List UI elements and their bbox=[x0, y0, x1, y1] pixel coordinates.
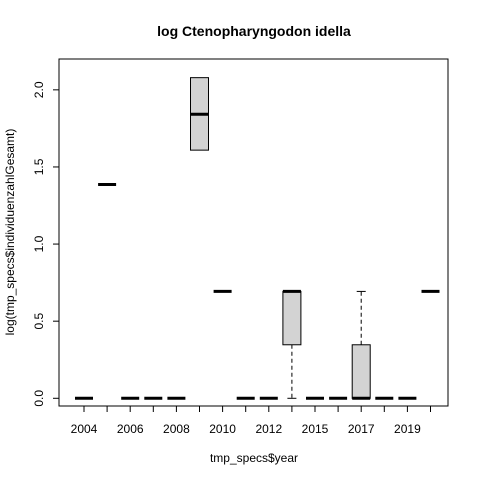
x-tick-label: 2004 bbox=[71, 422, 98, 436]
box-2013 bbox=[282, 289, 302, 399]
box-rect bbox=[282, 290, 302, 346]
x-axis-label: tmp_specs$year bbox=[210, 451, 298, 465]
box-rect bbox=[351, 344, 371, 399]
x-tick-label: 2017 bbox=[348, 422, 375, 436]
box-2017 bbox=[351, 290, 371, 400]
plot-frame bbox=[58, 58, 449, 407]
y-tick-label: 2.0 bbox=[32, 81, 46, 98]
y-tick-label: 1.0 bbox=[32, 235, 46, 252]
y-axis: 0.0 0.5 1.0 1.5 2.0 bbox=[32, 81, 59, 407]
x-tick-label: 2006 bbox=[117, 422, 144, 436]
x-tick-label: 2010 bbox=[209, 422, 236, 436]
x-tick-label: 2019 bbox=[394, 422, 421, 436]
x-tick-label: 2012 bbox=[255, 422, 282, 436]
y-axis-label: log(tmp_specs$individuenzahlGesamt) bbox=[3, 129, 17, 336]
y-tick-label: 0.0 bbox=[32, 390, 46, 407]
x-tick-label: 2008 bbox=[163, 422, 190, 436]
y-tick-label: 0.5 bbox=[32, 313, 46, 330]
y-tick-label: 1.5 bbox=[32, 158, 46, 175]
chart-title: log Ctenopharyngodon idella bbox=[157, 23, 351, 39]
x-axis: 2004 2006 2008 2010 2012 2015 2017 2019 bbox=[71, 406, 431, 436]
x-tick-label: 2015 bbox=[302, 422, 329, 436]
boxes-group bbox=[75, 77, 440, 400]
box-2009 bbox=[190, 77, 209, 151]
